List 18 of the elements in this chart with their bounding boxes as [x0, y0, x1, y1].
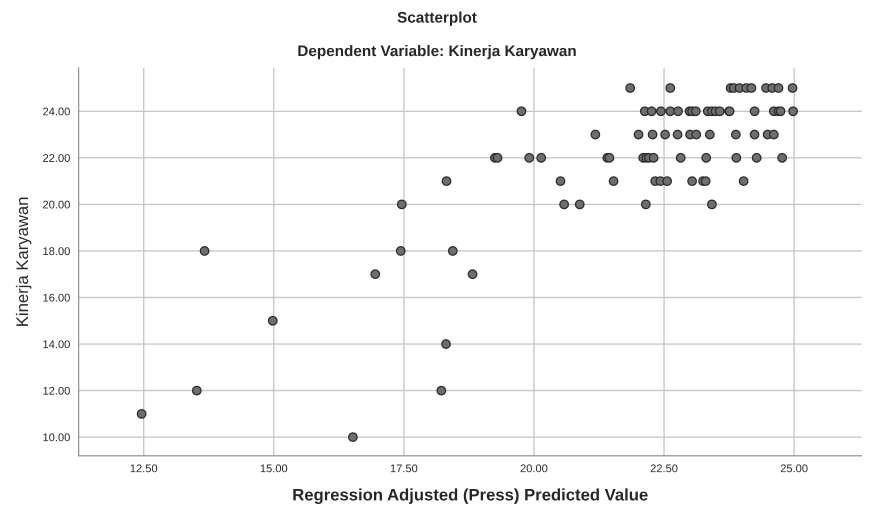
y-tick-label: 22.00	[43, 154, 70, 162]
chart-subtitle: Dependent Variable: Kinerja Karyawan	[298, 44, 576, 60]
x-tick-label: 20.00	[520, 464, 548, 472]
x-axis-title: Regression Adjusted (Press) Predicted Value	[293, 488, 648, 504]
x-tick-label: 22.50	[650, 464, 678, 472]
y-tick-label: 12.00	[43, 386, 70, 395]
x-tick-label: 12.50	[130, 464, 158, 472]
y-tick-label: 10.00	[43, 433, 70, 442]
x-tick-label: 17.50	[390, 464, 418, 472]
x-tick-label: 15.00	[260, 464, 288, 472]
y-tick-label: 20.00	[43, 200, 70, 209]
y-tick-label: 18.00	[43, 247, 70, 256]
y-tick-label: 14.00	[43, 340, 70, 348]
chart-title: Scatterplot	[398, 12, 477, 26]
x-tick-label: 25.00	[780, 464, 808, 472]
y-tick-label: 24.00	[43, 108, 70, 116]
y-tick-label: 16.00	[43, 294, 70, 302]
y-axis-title: Kinerja Karyawan	[16, 198, 32, 326]
